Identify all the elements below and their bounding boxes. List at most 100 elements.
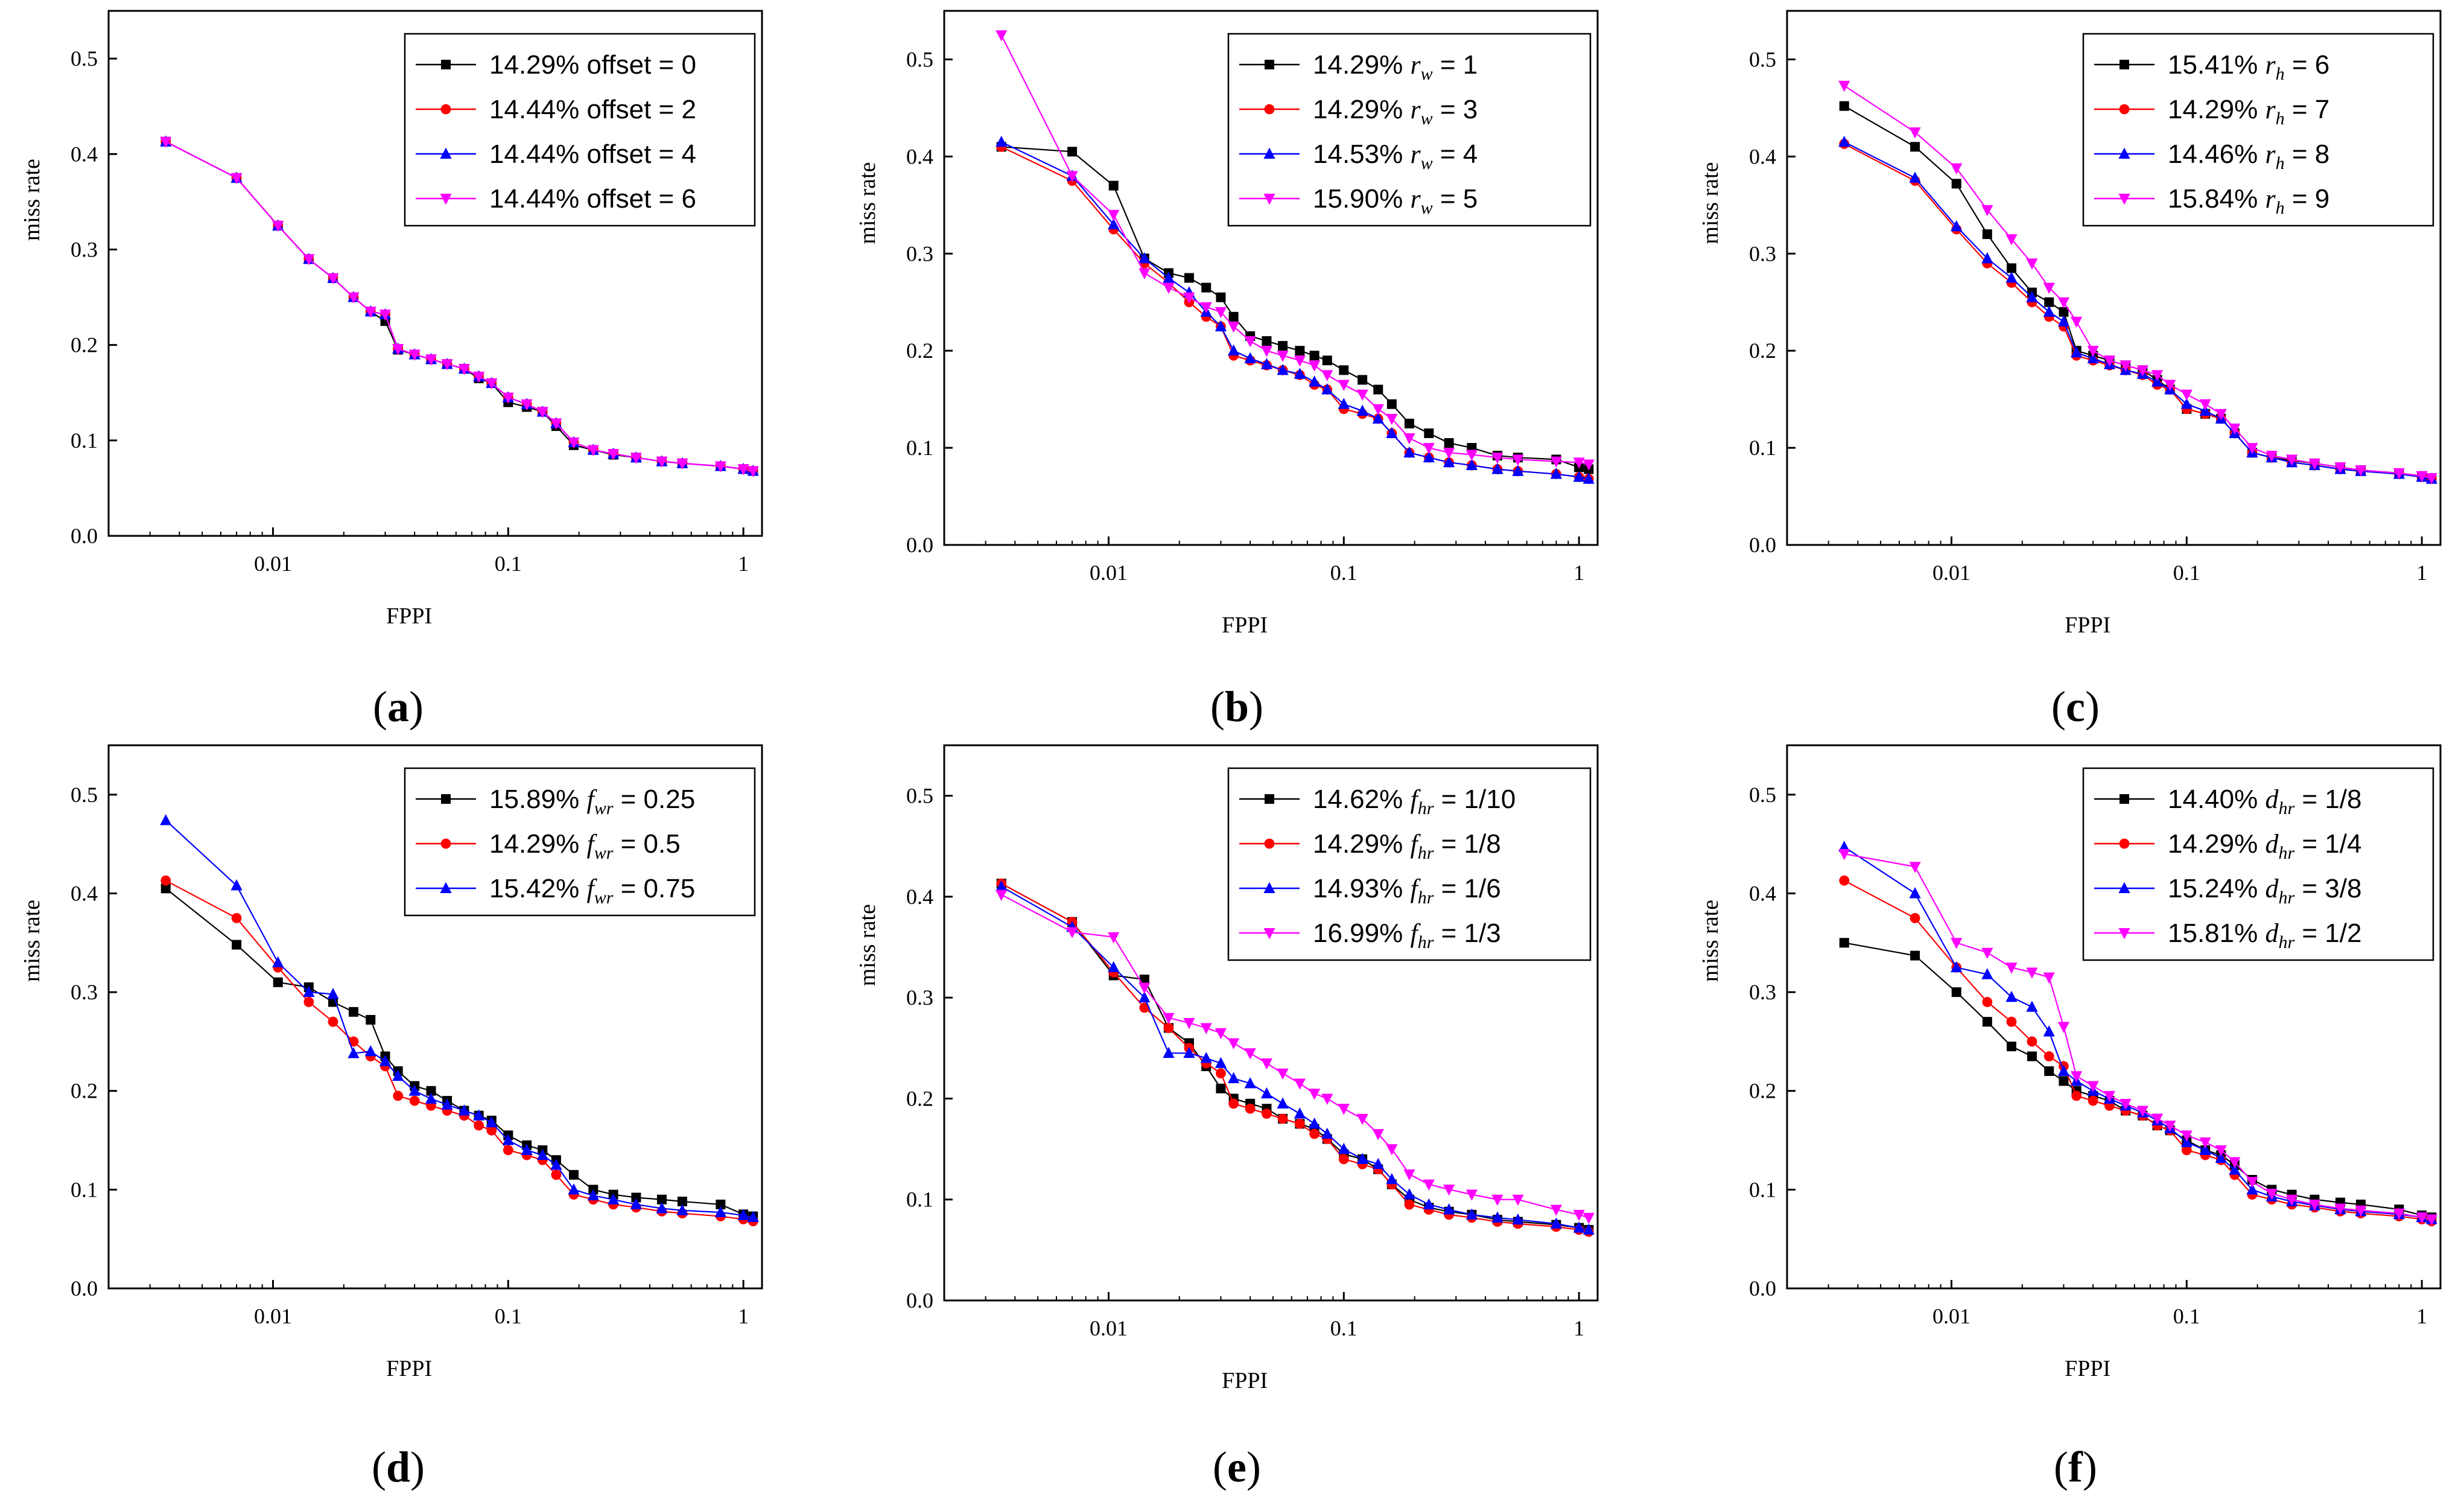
data-point	[2087, 1081, 2099, 1092]
data-point	[2136, 365, 2148, 377]
legend-subscript: hr	[2278, 798, 2294, 818]
legend-b: 14.29% rw = 114.29% rw = 314.53% rw = 41…	[1227, 33, 1592, 227]
y-tick-label: 0.0	[71, 1276, 98, 1300]
data-point	[1216, 292, 1226, 302]
data-point	[440, 194, 452, 205]
legend-pct: 14.40%	[2168, 785, 2265, 814]
data-point	[1294, 355, 1306, 367]
legend-subscript: hr	[1418, 798, 1434, 818]
x-tick-label: 0.1	[495, 1304, 522, 1328]
data-point	[2059, 1076, 2069, 1086]
data-point	[1404, 418, 1414, 428]
legend-pct: 15.81%	[2168, 918, 2265, 948]
data-point	[1309, 375, 1321, 387]
data-point	[1228, 1098, 1239, 1109]
data-point	[1108, 961, 1120, 972]
data-point	[2088, 1095, 2098, 1106]
series-line	[1001, 146, 1589, 470]
series-line	[1001, 883, 1589, 1230]
paren-open: (	[373, 683, 387, 731]
series-line	[1844, 846, 2432, 1220]
legend-var: d	[2265, 918, 2279, 948]
data-point	[393, 1090, 404, 1101]
data-point	[551, 1170, 562, 1180]
y-tick-label: 0.2	[71, 333, 98, 357]
data-point	[2164, 1121, 2176, 1132]
data-point	[2266, 450, 2278, 462]
data-point	[1404, 1199, 1415, 1210]
legend-pct: 15.90%	[1313, 184, 1410, 214]
y-tick-label: 0.1	[1749, 1177, 1776, 1201]
legend-entry: 14.29% rw = 1	[1313, 50, 1478, 84]
data-point	[379, 310, 392, 321]
x-tick-label: 0.1	[1330, 1316, 1357, 1340]
data-point	[1372, 1157, 1384, 1170]
legend-entry: 14.62% fhr = 1/10	[1313, 785, 1516, 818]
data-point	[1909, 171, 1921, 183]
data-point	[160, 813, 172, 826]
data-point	[1265, 794, 1274, 804]
data-point	[2308, 458, 2320, 470]
data-point	[1403, 1169, 1415, 1181]
data-point	[1138, 268, 1151, 279]
data-point	[1263, 147, 1275, 159]
data-point	[327, 273, 339, 285]
data-point	[1839, 875, 1850, 886]
data-point	[1200, 1052, 1212, 1063]
data-point	[1491, 1194, 1503, 1206]
data-point	[1163, 1046, 1175, 1058]
series-e-3	[995, 890, 1595, 1224]
legend-value: = 7	[2285, 95, 2330, 124]
data-point	[608, 448, 620, 460]
data-point	[1183, 292, 1195, 304]
y-tick-label: 0.4	[1749, 881, 1776, 905]
paren-open: (	[1210, 683, 1225, 731]
legend-entry: 14.53% rw = 4	[1313, 139, 1478, 173]
data-point	[1550, 1205, 1562, 1216]
data-point	[2044, 1066, 2054, 1076]
plot-frame	[1786, 744, 2442, 1290]
y-axis-label: miss rate	[19, 900, 45, 982]
series-line	[165, 888, 754, 1217]
data-point	[1839, 101, 1849, 111]
legend-value: = 0	[651, 50, 696, 80]
y-tick-label: 0.5	[1749, 47, 1776, 71]
data-point	[536, 1148, 548, 1160]
data-point	[1403, 433, 1415, 445]
panel-label-b: (b)	[1210, 683, 1263, 731]
x-axis-label: FPPI	[1222, 1368, 1268, 1393]
data-point	[441, 794, 451, 804]
data-point	[230, 879, 243, 891]
data-point	[348, 1007, 358, 1017]
data-point	[160, 883, 171, 894]
data-point	[474, 1120, 484, 1131]
data-point	[1260, 358, 1273, 369]
series-line	[1844, 880, 2432, 1222]
data-point	[1839, 938, 1849, 948]
series-line	[1844, 942, 2432, 1218]
data-point	[1403, 1188, 1415, 1200]
data-point	[1356, 1153, 1368, 1164]
data-point	[160, 875, 171, 886]
data-point	[1838, 80, 1850, 92]
x-axis-label: FPPI	[386, 1356, 432, 1381]
data-point	[1244, 352, 1256, 364]
data-point	[568, 1183, 580, 1195]
paren-close: )	[1249, 683, 1263, 731]
legend-subscript: h	[2276, 198, 2285, 218]
y-tick-label: 0.0	[1749, 1276, 1776, 1300]
data-point	[1338, 380, 1350, 391]
panel-label-a: (a)	[373, 683, 424, 731]
legend-box	[2082, 33, 2434, 227]
plot-frame	[107, 10, 763, 537]
legend-subscript: w	[1421, 64, 1433, 84]
data-point	[1573, 457, 1585, 469]
data-point	[1183, 1018, 1195, 1030]
data-point	[2087, 352, 2099, 364]
y-tick-label: 0.0	[71, 524, 98, 548]
data-point	[348, 292, 360, 304]
data-point	[2425, 1214, 2437, 1226]
plot-frame	[943, 10, 1599, 546]
legend-var: r	[1410, 95, 1421, 124]
